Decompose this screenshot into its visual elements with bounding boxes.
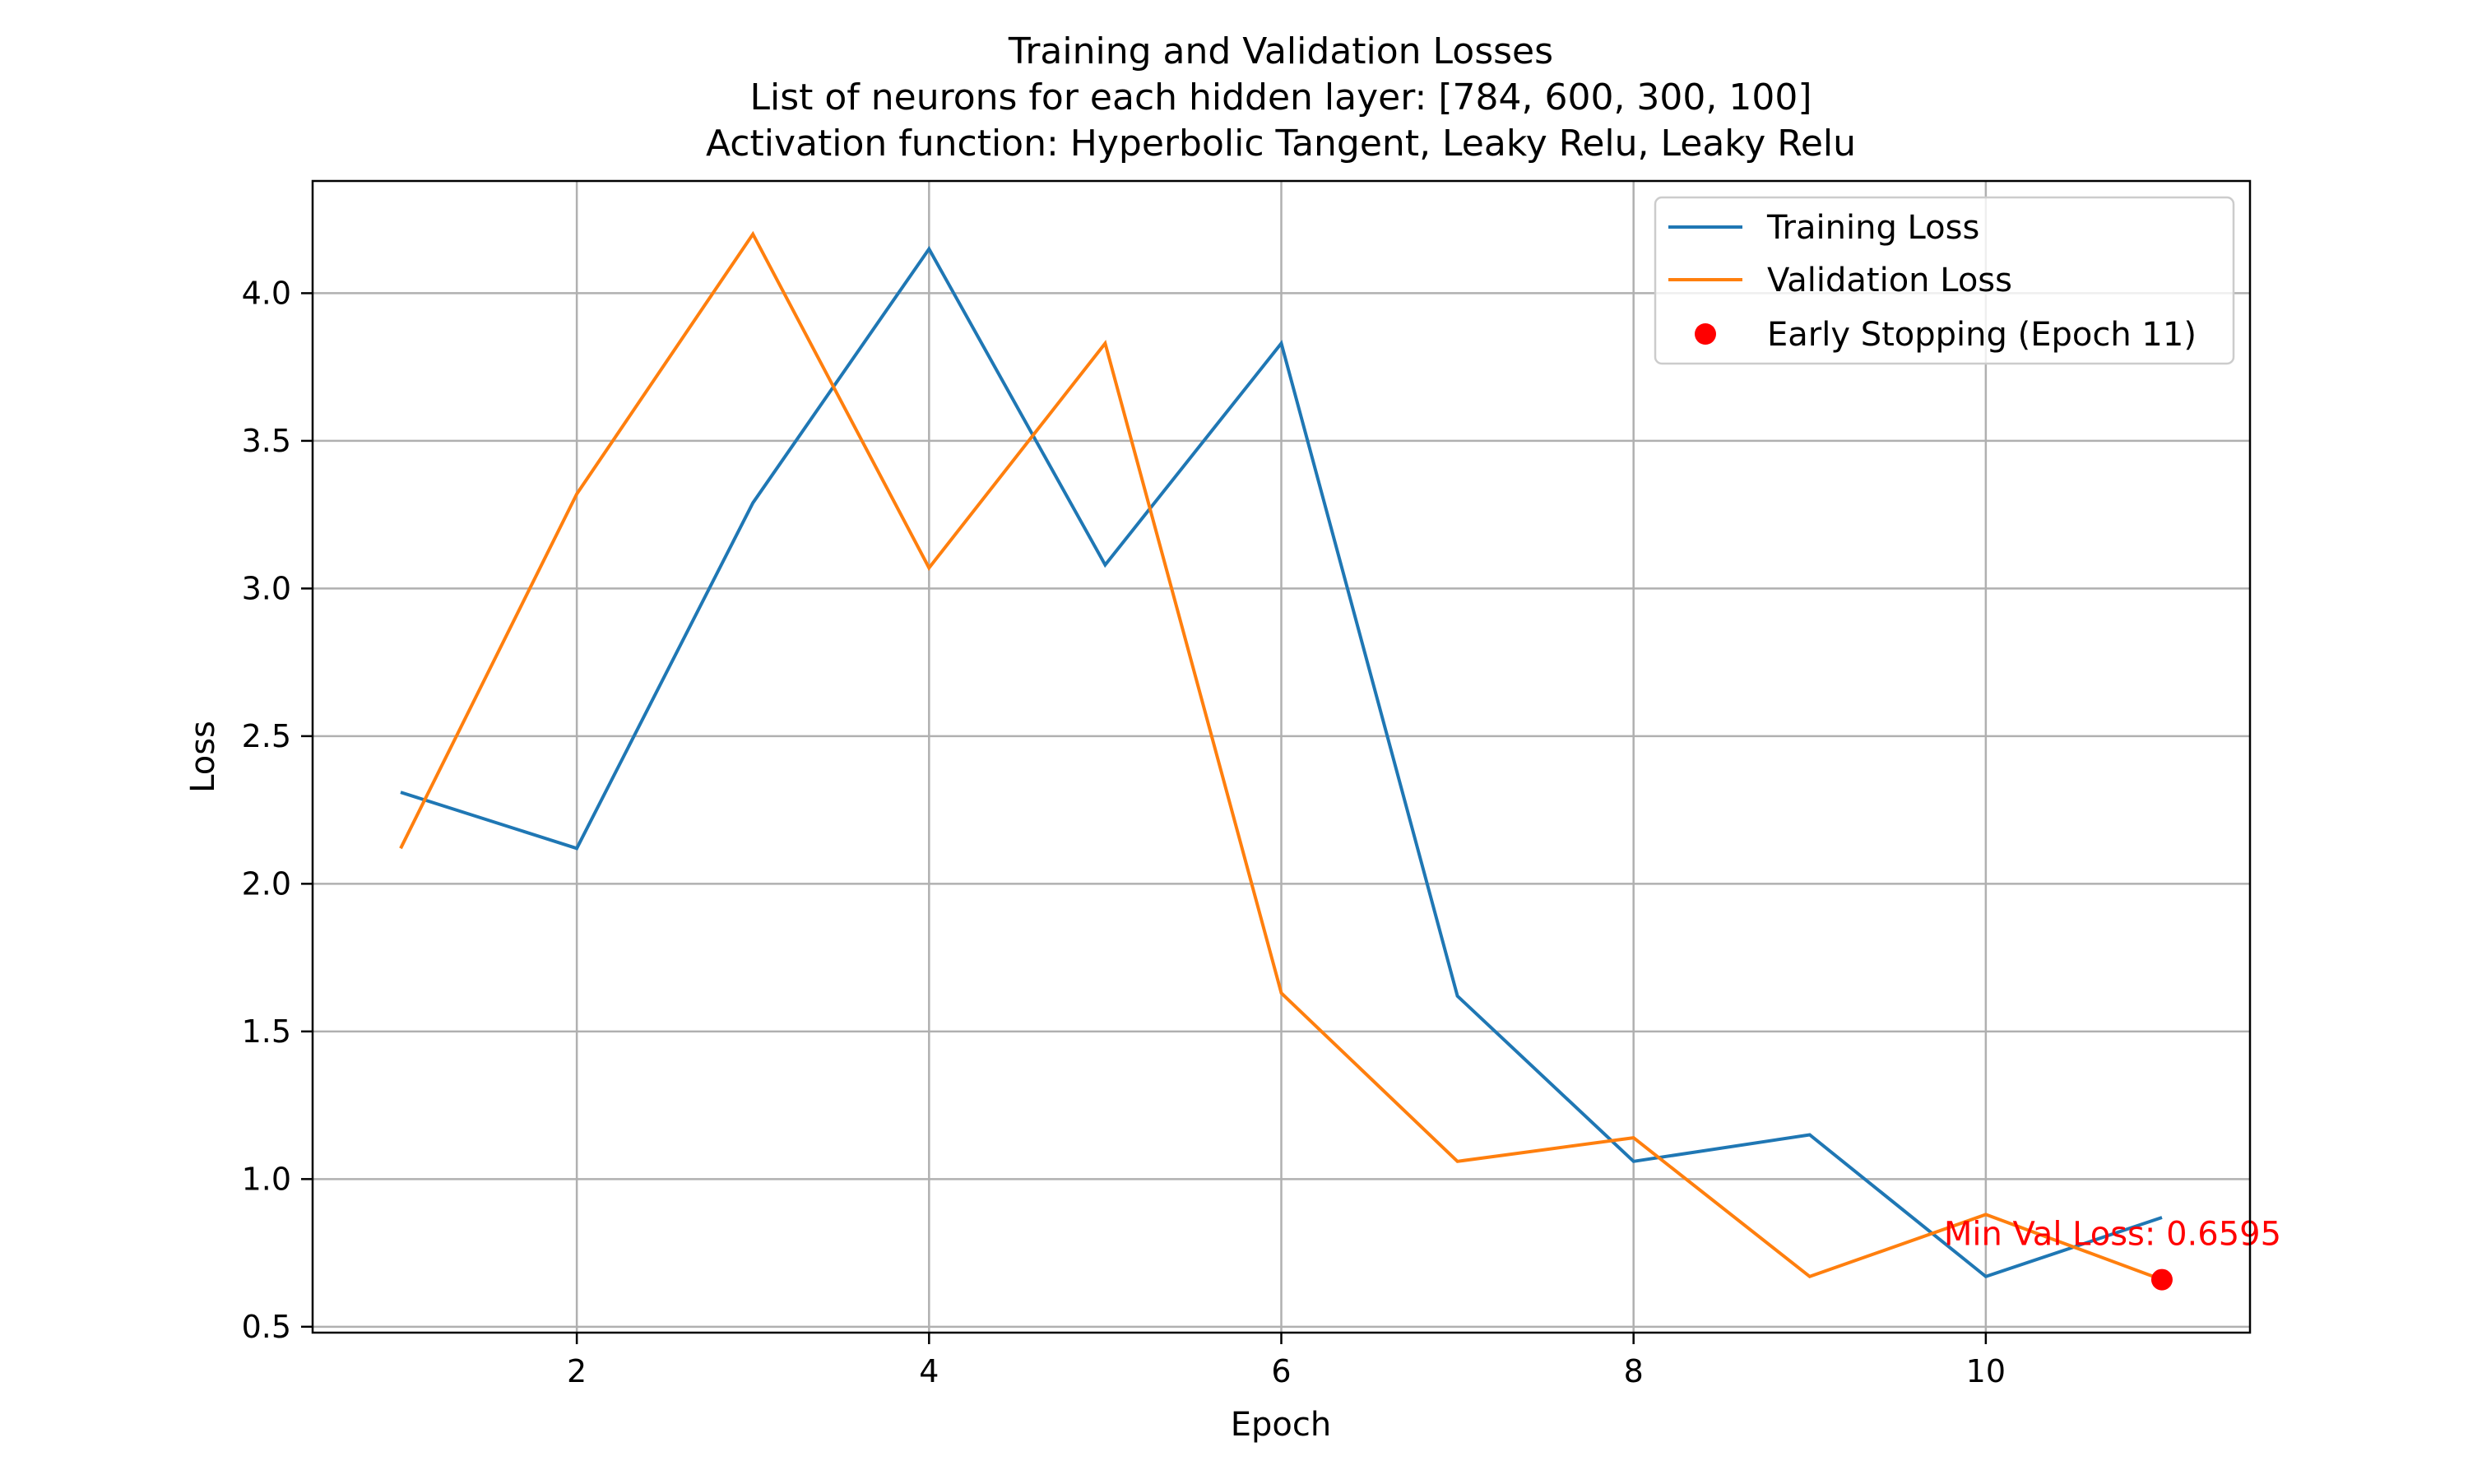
y-tick-label: 3.5 [242, 423, 291, 459]
series-line-validation-loss [399, 230, 2163, 1282]
y-tick-label: 2.0 [242, 865, 291, 902]
legend-label-training-loss: Training Loss [1766, 209, 1979, 247]
series-layer [399, 230, 2163, 1282]
marker-layer: Min Val Loss: 0.6595 [1944, 1216, 2281, 1291]
legend: Training Loss Validation Loss Early Stop… [1654, 196, 2235, 365]
x-tick-label: 2 [567, 1353, 587, 1389]
chart-title-line-2: List of neurons for each hidden layer: [… [749, 77, 1812, 118]
x-tick-label: 6 [1271, 1353, 1291, 1389]
y-tick-label: 2.5 [242, 718, 291, 754]
series-line-training-loss [400, 245, 2163, 1279]
chart-title: Training and Validation Losses List of n… [706, 30, 1856, 165]
x-tick-label: 10 [1966, 1353, 2006, 1389]
legend-box [1654, 196, 2235, 365]
legend-swatch-early-stopping [1695, 323, 1716, 345]
y-axis-label: Loss [184, 721, 222, 793]
tick-layer: 2 4 6 8 10 0.5 1.0 1.5 2.0 2.5 3.0 3.5 4.0 [242, 275, 2006, 1389]
chart-title-line-3: Activation function: Hyperbolic Tangent,… [706, 123, 1856, 165]
legend-label-early-stopping: Early Stopping (Epoch 11) [1767, 316, 2197, 354]
y-tick-label: 3.0 [242, 570, 291, 606]
min-val-loss-annotation: Min Val Loss: 0.6595 [1944, 1216, 2281, 1254]
y-tick-label: 4.0 [242, 275, 291, 311]
y-tick-label: 1.5 [242, 1013, 291, 1050]
y-tick-label: 0.5 [242, 1309, 291, 1345]
x-tick-label: 4 [919, 1353, 939, 1389]
legend-label-validation-loss: Validation Loss [1767, 262, 2012, 299]
y-tick-label: 1.0 [242, 1161, 291, 1197]
grid-layer [313, 181, 2250, 1333]
early-stopping-marker [2150, 1268, 2173, 1291]
x-tick-label: 8 [1624, 1353, 1644, 1389]
chart-title-line-1: Training and Validation Losses [1008, 30, 1553, 72]
x-axis-label: Epoch [1231, 1406, 1331, 1444]
